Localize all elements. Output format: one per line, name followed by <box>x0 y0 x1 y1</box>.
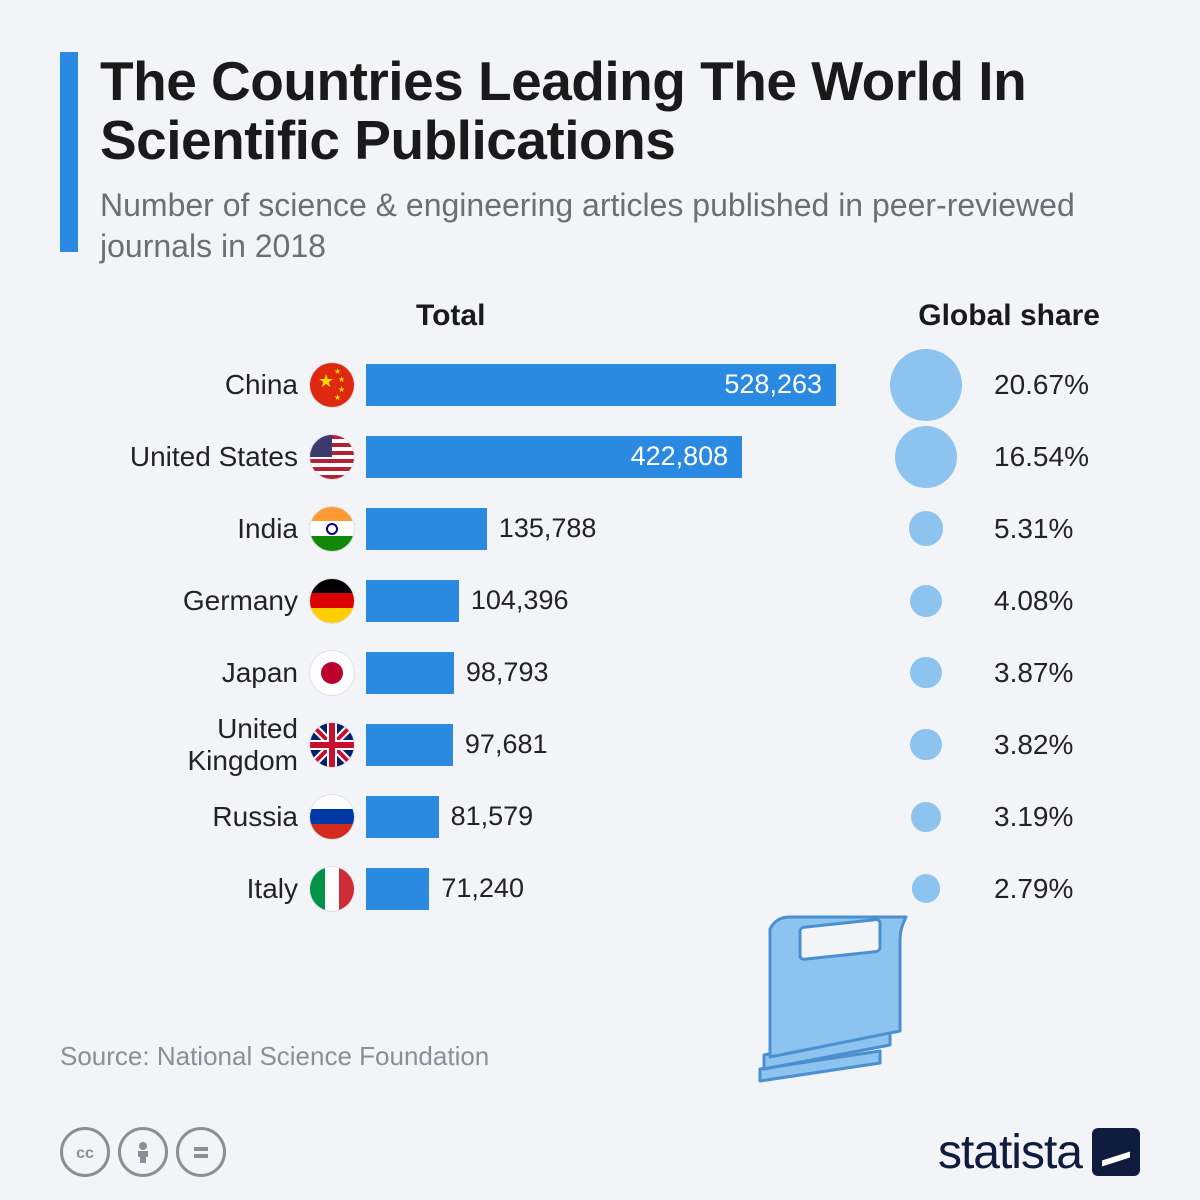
header: The Countries Leading The World In Scien… <box>60 52 1140 267</box>
bar-value: 528,263 <box>724 369 822 400</box>
bar-value: 81,579 <box>451 801 534 832</box>
share-bubble <box>910 585 942 617</box>
share-bubble <box>910 657 941 688</box>
page-subtitle: Number of science & engineering articles… <box>100 185 1140 267</box>
bar-value: 98,793 <box>466 657 549 688</box>
brand-logo-icon <box>1092 1128 1140 1176</box>
bar <box>366 652 454 694</box>
bar-area: 71,240 <box>366 868 836 910</box>
country-label: Japan <box>100 657 310 689</box>
country-label: Russia <box>100 801 310 833</box>
bubble-column <box>866 585 986 617</box>
bubble-column <box>866 729 986 760</box>
svg-text:cc: cc <box>76 1145 94 1162</box>
bar: 422,808 <box>366 436 742 478</box>
bar <box>366 724 453 766</box>
bubble-column <box>866 657 986 688</box>
bar-value: 97,681 <box>465 729 548 760</box>
country-label: Italy <box>100 873 310 905</box>
chart-row: Italy 71,240 2.79% <box>100 853 1140 925</box>
journal-icon <box>730 909 940 1089</box>
share-bubble <box>895 426 957 488</box>
brand-text: statista <box>938 1125 1082 1180</box>
flag-icon <box>310 435 354 479</box>
cc-icon: cc <box>60 1127 110 1177</box>
country-label: China <box>100 369 310 401</box>
bar-area: 81,579 <box>366 796 836 838</box>
bar-value: 422,808 <box>631 441 729 472</box>
bubble-column <box>866 802 986 832</box>
brand: statista <box>938 1125 1140 1180</box>
share-bubble <box>909 511 944 546</box>
by-icon <box>118 1127 168 1177</box>
chart-row: Germany 104,396 4.08% <box>100 565 1140 637</box>
flag-icon <box>310 651 354 695</box>
share-value: 2.79% <box>986 873 1116 905</box>
share-bubble <box>890 349 962 421</box>
chart-row: India 135,788 5.31% <box>100 493 1140 565</box>
country-label: Germany <box>100 585 310 617</box>
chart-row: United States 422,808 16.54% <box>100 421 1140 493</box>
bar <box>366 508 487 550</box>
bubble-column <box>866 349 986 421</box>
bar-value: 104,396 <box>471 585 569 616</box>
flag-icon: ★★★★★ <box>310 363 354 407</box>
page-title: The Countries Leading The World In Scien… <box>100 52 1140 171</box>
bubble-column <box>866 511 986 546</box>
share-value: 20.67% <box>986 369 1116 401</box>
bar-area: 104,396 <box>366 580 836 622</box>
bar <box>366 868 429 910</box>
country-label: United Kingdom <box>100 713 310 777</box>
share-bubble <box>911 802 941 832</box>
bar-area: 97,681 <box>366 724 836 766</box>
nd-icon <box>176 1127 226 1177</box>
share-bubble <box>912 874 941 903</box>
chart-row: United Kingdom 97,681 3.82% <box>100 709 1140 781</box>
bar-area: 135,788 <box>366 508 836 550</box>
flag-icon <box>310 867 354 911</box>
bar-value: 135,788 <box>499 513 597 544</box>
chart-row: China★★★★★ 528,263 20.67% <box>100 349 1140 421</box>
bar <box>366 796 439 838</box>
share-bubble <box>910 729 941 760</box>
chart-row: Russia 81,579 3.19% <box>100 781 1140 853</box>
share-value: 3.19% <box>986 801 1116 833</box>
country-label: United States <box>100 441 310 473</box>
share-value: 16.54% <box>986 441 1116 473</box>
chart: Total Global share China★★★★★ 528,263 20.6… <box>60 299 1140 925</box>
flag-icon <box>310 795 354 839</box>
share-value: 4.08% <box>986 585 1116 617</box>
license-icons: cc <box>60 1127 226 1177</box>
chart-row: Japan 98,793 3.87% <box>100 637 1140 709</box>
bar-value: 71,240 <box>441 873 524 904</box>
source-text: Source: National Science Foundation <box>60 1041 489 1072</box>
bubble-column <box>866 874 986 903</box>
column-header-share: Global share <box>918 299 1100 333</box>
bar: 528,263 <box>366 364 836 406</box>
flag-icon <box>310 507 354 551</box>
share-value: 3.87% <box>986 657 1116 689</box>
column-header-total: Total <box>416 299 485 333</box>
footer: cc statista <box>0 1104 1200 1200</box>
title-block: The Countries Leading The World In Scien… <box>100 52 1140 267</box>
share-value: 3.82% <box>986 729 1116 761</box>
bar <box>366 580 459 622</box>
flag-icon <box>310 579 354 623</box>
flag-icon <box>310 723 354 767</box>
bar-area: 528,263 <box>366 364 836 406</box>
bubble-column <box>866 426 986 488</box>
bar-area: 422,808 <box>366 436 836 478</box>
share-value: 5.31% <box>986 513 1116 545</box>
bar-area: 98,793 <box>366 652 836 694</box>
accent-bar <box>60 52 78 252</box>
chart-rows: China★★★★★ 528,263 20.67% United States 422,… <box>100 349 1140 925</box>
country-label: India <box>100 513 310 545</box>
